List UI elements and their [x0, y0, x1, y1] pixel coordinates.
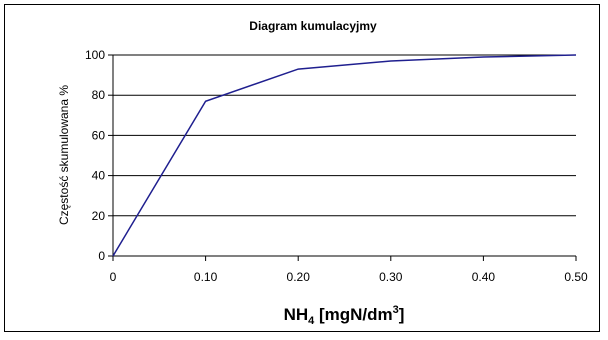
- x-axis-label-unit: [mgN/dm: [314, 305, 392, 324]
- axes: [108, 54, 577, 261]
- x-tick-labels: 0 0.10 0.20 0.30 0.40 0.50: [110, 270, 588, 284]
- y-tick-label: 0: [98, 249, 105, 263]
- x-axis-label-main: NH: [284, 305, 309, 324]
- x-tick-label: 0.40: [472, 270, 496, 284]
- y-axis-label: Częstość skumulowana %: [57, 85, 71, 225]
- y-tick-label: 40: [92, 169, 106, 183]
- series-group: [112, 54, 577, 257]
- series-line: [112, 54, 577, 257]
- y-tick-label: 20: [92, 209, 106, 223]
- x-tick-label: 0.20: [287, 270, 311, 284]
- chart-frame: [4, 4, 600, 332]
- x-tick-label: 0.10: [194, 270, 218, 284]
- x-tick-label: 0.50: [564, 270, 588, 284]
- x-axis-label-subscript: 4: [308, 315, 315, 327]
- y-tick-labels: 0 20 40 60 80 100: [85, 48, 105, 263]
- chart-title: Diagram kumulacyjmy: [249, 19, 377, 33]
- y-tick-label: 80: [92, 88, 106, 102]
- x-axis-label: NH4 [mgN/dm3]: [284, 304, 405, 327]
- x-tick-label: 0.30: [379, 270, 403, 284]
- x-axis-label-close: ]: [399, 305, 405, 324]
- y-tick-label: 100: [85, 48, 105, 62]
- y-tick-label: 60: [92, 128, 106, 142]
- grid-lines: [113, 54, 576, 217]
- x-tick-label: 0: [110, 270, 117, 284]
- x-axis-label-superscript: 3: [393, 304, 399, 316]
